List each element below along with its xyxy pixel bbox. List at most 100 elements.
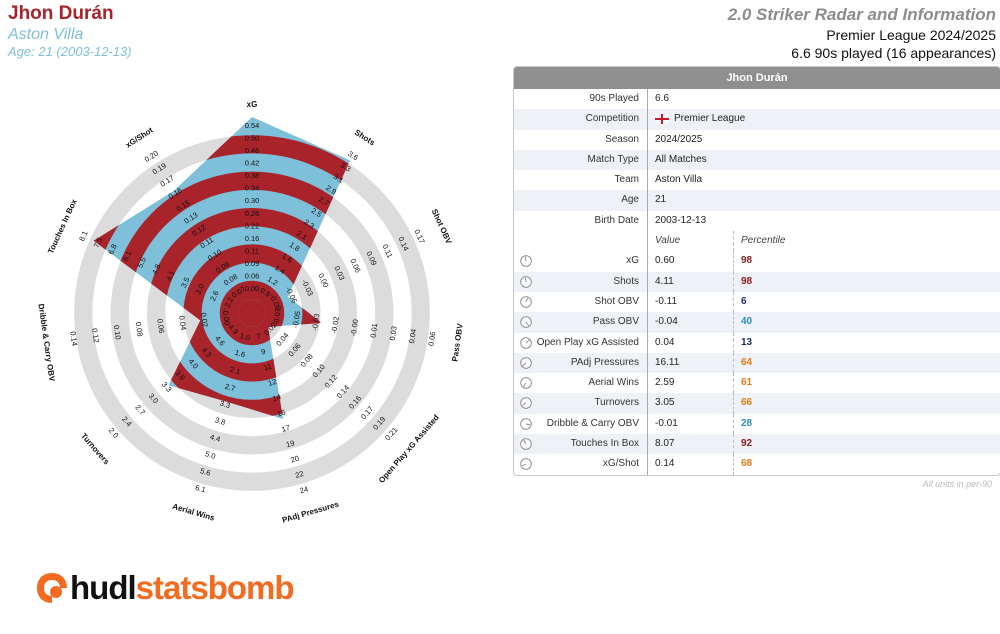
metric-label: Touches In Box — [514, 434, 648, 455]
axis-tick-label: 0.00 — [245, 284, 260, 293]
radar-center — [238, 299, 266, 327]
axis-tick-label: -0.05 — [291, 310, 302, 328]
column-header-row: Value Percentile — [514, 231, 1000, 252]
league-season: Premier League 2024/2025 — [826, 27, 996, 43]
axis-tick-label: 0.11 — [381, 243, 395, 260]
info-value: 6.6 — [655, 93, 669, 104]
metric-value: 2.59 — [648, 373, 734, 394]
metric-value: 0.60 — [648, 251, 734, 272]
axis-tick-label: 2.7 — [224, 382, 237, 394]
hudl-statsbomb-logo: hudl statsbomb — [34, 568, 295, 608]
info-row: Birth Date 2003-12-13 — [514, 210, 1000, 232]
england-flag-icon — [655, 113, 669, 124]
metric-percentile: 6 — [741, 295, 747, 307]
axis-tick-label: 0.01 — [368, 323, 379, 339]
axis-tick-label: 17 — [281, 423, 292, 434]
percentile-dial-icon — [520, 377, 532, 389]
axis-metric-label: Pass OBV — [450, 322, 464, 362]
info-label: Age — [514, 190, 648, 211]
axis-tick-label: 0.04 — [177, 315, 188, 331]
axis-tick-label: 0.10 — [112, 324, 123, 340]
axis-tick-label: 0.50 — [245, 133, 260, 142]
axis-metric-label: Touches In Box — [46, 197, 79, 255]
info-label: Birth Date — [514, 210, 648, 232]
metric-row: Shot OBV -0.11 6 — [514, 291, 1000, 313]
metric-percentile: 68 — [741, 458, 753, 470]
axis-tick-label: 0.06 — [426, 331, 437, 347]
axis-tick-label: 0.03 — [388, 325, 399, 341]
metric-value: 8.07 — [648, 434, 734, 455]
axis-tick-label: 6.1 — [121, 249, 134, 262]
report-header: 2.0 Striker Radar and Information Premie… — [728, 4, 996, 62]
axis-tick-label: 0.09 — [245, 259, 260, 268]
metric-label: Shot OBV — [514, 291, 648, 313]
table-title: Jhon Durán — [514, 67, 1000, 89]
axis-metric-label: Dribble & Carry OBV — [36, 303, 56, 382]
metric-value: 16.11 — [648, 352, 734, 374]
axis-tick-label: 0.22 — [245, 221, 260, 230]
axis-tick-label: 5.6 — [199, 466, 212, 478]
percentile-dial-icon — [520, 255, 532, 268]
axis-tick-label: 3.8 — [214, 415, 227, 427]
logo-statsbomb: statsbomb — [135, 569, 295, 606]
metric-value: -0.11 — [648, 291, 734, 313]
info-row: Match Type All Matches — [514, 149, 1000, 171]
metric-percentile: 64 — [741, 356, 753, 368]
metric-row: Dribble & Carry OBV -0.01 28 — [514, 413, 1000, 435]
axis-tick-label: 3.5 — [179, 276, 192, 289]
metric-value: 0.14 — [648, 454, 734, 475]
info-value: 21 — [655, 194, 667, 206]
percentile-dial-icon — [520, 357, 532, 369]
metric-label: Shots — [514, 271, 648, 292]
metric-label: Open Play xG Assisted — [514, 332, 648, 353]
metric-row: Open Play xG Assisted 0.04 13 — [514, 332, 1000, 353]
axis-tick-label: 0.38 — [245, 171, 260, 180]
axis-tick-label: 0.34 — [245, 184, 260, 193]
axis-tick-label: 0.20 — [143, 149, 160, 164]
info-row: Competition Premier League — [514, 109, 1000, 130]
axis-tick-label: 2.2 — [223, 296, 236, 309]
axis-tick-label: 0.06 — [348, 257, 362, 274]
axis-tick-label: 19 — [285, 438, 296, 449]
info-label: Team — [514, 170, 648, 191]
axis-tick-label: -0.02 — [330, 316, 341, 334]
metric-row: Pass OBV -0.04 40 — [514, 312, 1000, 333]
axis-tick-label: 1.6 — [234, 348, 247, 360]
axis-tick-label: 2.1 — [229, 365, 242, 377]
metric-percentile: 40 — [741, 316, 753, 328]
axis-metric-label: xG — [247, 100, 258, 109]
axis-tick-label: 0.54 — [245, 121, 260, 130]
axis-tick-label: 0.14 — [68, 331, 79, 347]
axis-tick-label: 0.00 — [316, 272, 330, 289]
axis-tick-label: 4.8 — [150, 263, 163, 276]
metric-percentile: 28 — [741, 417, 753, 429]
metric-percentile: 98 — [741, 255, 753, 267]
axis-tick-label: 0.11 — [245, 246, 259, 255]
metric-value: 0.04 — [648, 332, 734, 353]
axis-tick-label: -0.03 — [310, 313, 321, 331]
metric-percentile: 66 — [741, 397, 753, 409]
axis-tick-label: 4.1 — [164, 269, 177, 282]
axis-tick-label: 6.1 — [194, 483, 207, 495]
axis-tick-label: 0.02 — [199, 312, 210, 328]
metric-row: PAdj Pressures 16.11 64 — [514, 352, 1000, 374]
axis-tick-label: 20 — [290, 454, 301, 465]
hudl-mark-icon — [37, 573, 67, 603]
info-row: Age 21 — [514, 190, 1000, 211]
metric-row: Aerial Wins 2.59 61 — [514, 373, 1000, 394]
metric-label: Aerial Wins — [514, 373, 648, 394]
units-footnote: All units in per-90 — [922, 479, 992, 489]
metric-label: xG — [514, 251, 648, 272]
axis-tick-label: 7 — [256, 331, 263, 341]
metric-percentile: 92 — [741, 438, 753, 450]
axis-metric-label: PAdj Pressures — [281, 499, 340, 524]
metric-value: 4.11 — [648, 271, 734, 292]
percentile-dial-icon — [520, 296, 532, 308]
axis-tick-label: -0.00 — [221, 308, 232, 326]
info-value: 2003-12-13 — [655, 214, 707, 226]
axis-tick-label: 0.26 — [245, 209, 260, 218]
axis-tick-label: 0.06 — [245, 272, 260, 281]
metric-percentile: 61 — [741, 377, 753, 389]
axis-tick-label: 0.42 — [245, 158, 260, 167]
profile-band-red — [93, 135, 351, 419]
